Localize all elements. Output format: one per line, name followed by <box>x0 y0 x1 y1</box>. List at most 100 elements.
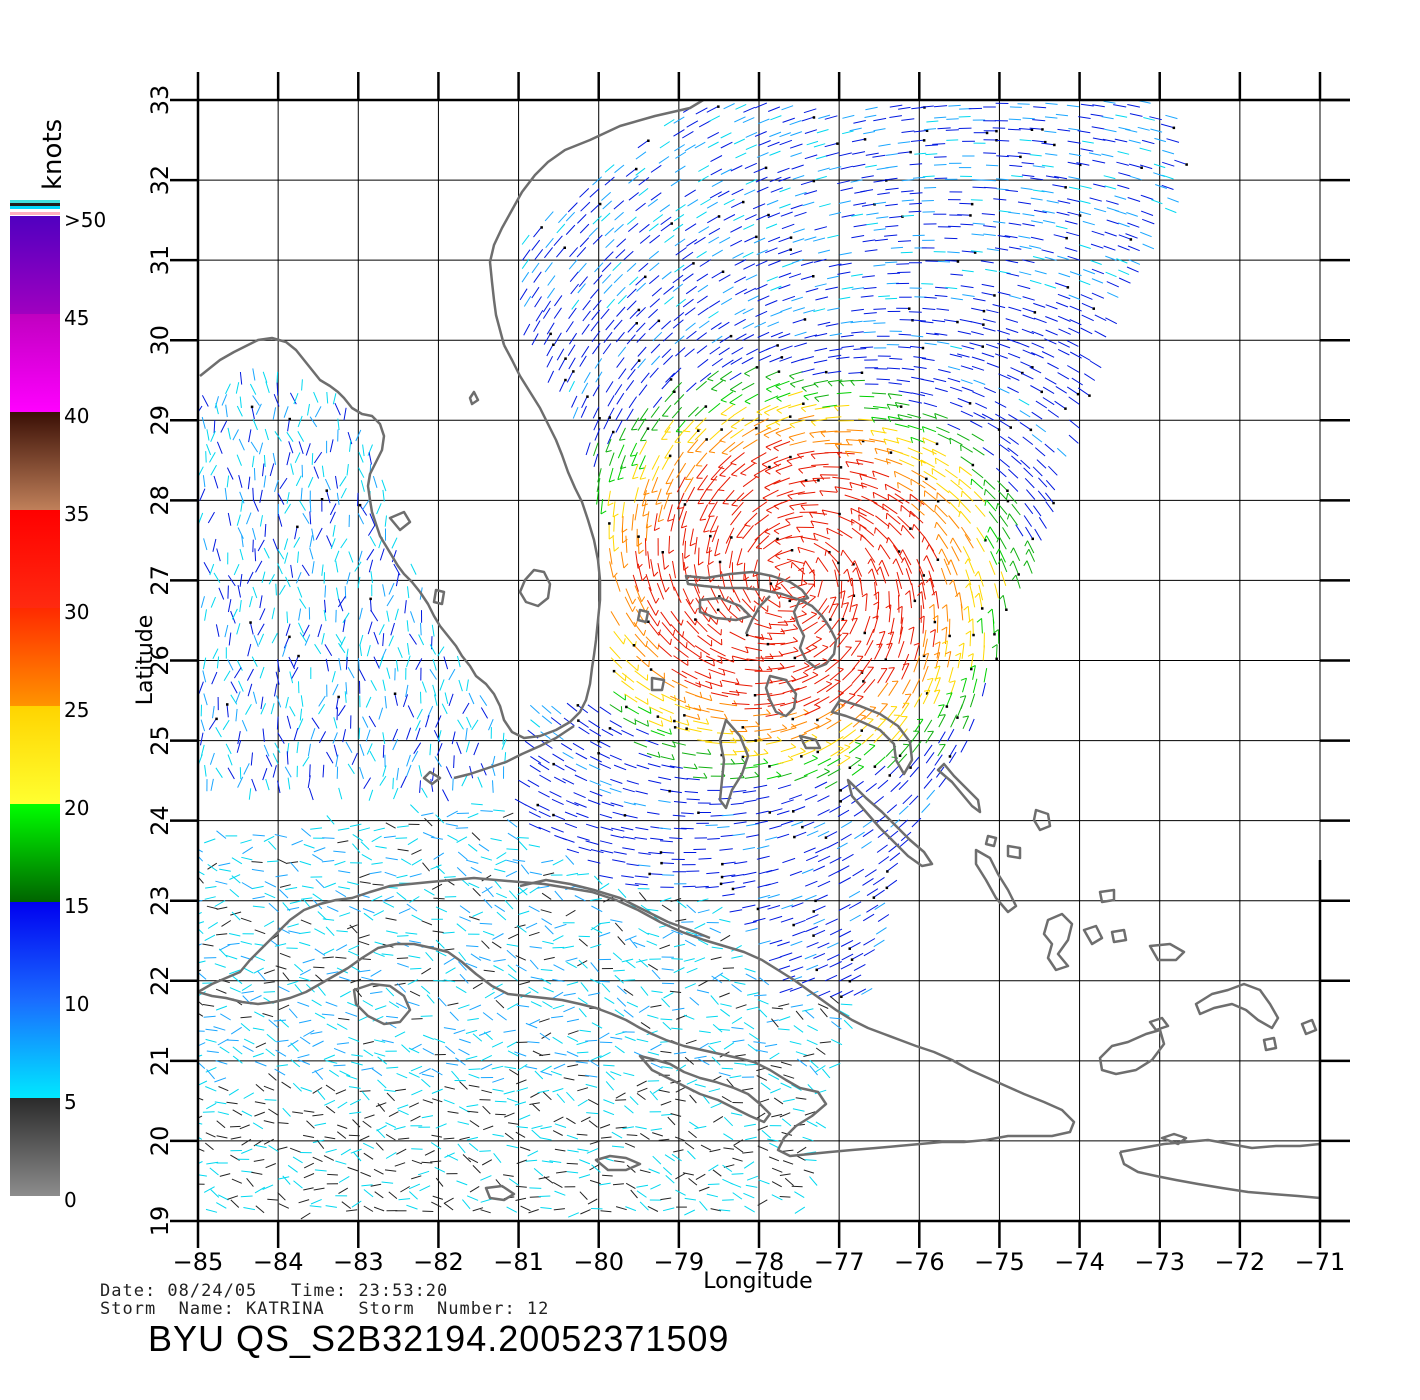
wind-barb <box>592 299 602 311</box>
wind-barb <box>675 204 686 212</box>
rain-flag <box>838 512 841 516</box>
wind-barb-feather <box>607 502 614 507</box>
wind-barb-feather <box>646 698 649 705</box>
wind-barb <box>634 670 648 681</box>
wind-barb <box>648 1168 660 1174</box>
wind-barb <box>901 179 914 182</box>
wind-barb <box>851 670 864 685</box>
wind-barb <box>300 1212 311 1220</box>
wind-barb <box>1174 159 1187 165</box>
wind-barb-feather <box>934 504 937 511</box>
wind-barb <box>912 319 926 322</box>
wind-barb <box>841 694 856 707</box>
wind-barb <box>297 551 299 563</box>
wind-barb <box>297 586 303 598</box>
wind-barb <box>744 668 763 672</box>
wind-barb <box>1044 283 1057 289</box>
wind-barb-feather <box>949 680 956 683</box>
wind-barb <box>720 168 732 175</box>
wind-barb <box>373 951 385 957</box>
wind-barb <box>563 992 576 996</box>
wind-barb <box>609 787 622 793</box>
wind-barb-feather <box>796 454 802 459</box>
wind-barb <box>611 1131 623 1139</box>
rain-flag <box>1021 371 1024 375</box>
wind-barb <box>241 882 253 890</box>
wind-barb <box>231 608 238 620</box>
wind-barb <box>721 1095 732 1103</box>
rain-flag <box>925 477 928 481</box>
wind-barb <box>730 762 746 765</box>
wind-barb <box>275 965 287 970</box>
wind-barb <box>370 609 379 622</box>
wind-barb-feather <box>642 513 649 517</box>
wind-barb <box>233 667 242 679</box>
rain-flag <box>925 692 929 695</box>
wind-barb <box>971 356 985 362</box>
wind-barb <box>496 852 507 860</box>
wind-barb <box>636 728 649 735</box>
wind-barb <box>231 911 241 921</box>
wind-barb <box>566 1018 580 1023</box>
wind-barb <box>694 695 712 702</box>
wind-barb <box>775 380 790 387</box>
wind-barb-feather <box>809 432 815 438</box>
rain-flag <box>889 451 893 454</box>
wind-barb <box>1044 256 1057 261</box>
wind-barb <box>222 719 230 731</box>
wind-barb <box>480 856 493 861</box>
wind-barb-feather <box>719 474 726 477</box>
wind-barb-feather <box>976 618 982 623</box>
wind-barb <box>1056 447 1067 457</box>
wind-barb <box>836 356 850 360</box>
wind-barb <box>838 930 852 938</box>
wind-barb-feather <box>840 549 844 556</box>
wind-barb <box>707 141 719 149</box>
wind-barb <box>827 768 841 777</box>
wind-barb <box>730 802 744 805</box>
wind-barb <box>588 227 598 237</box>
wind-barb <box>506 848 518 851</box>
wind-barb <box>879 544 891 560</box>
rain-flag <box>1017 573 1020 576</box>
wind-barb <box>293 727 299 741</box>
wind-barb <box>839 252 852 256</box>
wind-barb <box>493 959 506 962</box>
wind-barb <box>276 716 279 730</box>
wind-barb <box>599 875 613 879</box>
wind-barb <box>242 1045 254 1053</box>
map-grid <box>197 99 1321 1222</box>
wind-barb <box>401 1044 411 1053</box>
wind-barb <box>574 802 587 808</box>
wind-barb <box>216 548 221 562</box>
wind-barb <box>839 152 852 157</box>
rain-flag <box>576 704 580 707</box>
wind-barb <box>901 199 914 202</box>
rain-flag <box>656 715 660 718</box>
wind-barb <box>718 476 731 491</box>
wind-barb <box>741 357 754 365</box>
wind-barb <box>628 396 638 409</box>
wind-barb <box>861 657 873 673</box>
rain-flag <box>948 755 952 758</box>
wind-barb <box>277 1192 286 1201</box>
wind-barb <box>806 941 819 948</box>
wind-barb <box>869 438 886 443</box>
wind-barb <box>729 394 743 404</box>
wind-barb <box>896 379 910 383</box>
wind-barb <box>529 1102 540 1105</box>
wind-barb <box>302 898 311 909</box>
wind-barb <box>752 559 758 577</box>
wind-barb <box>1069 271 1082 277</box>
wind-barb <box>835 443 853 446</box>
wind-barb <box>574 774 588 782</box>
rain-flag <box>337 695 340 699</box>
wind-barb <box>585 840 599 845</box>
wind-barb <box>1041 190 1054 194</box>
wind-barb <box>886 512 901 525</box>
wind-barb <box>633 802 646 807</box>
wind-barb <box>734 861 748 865</box>
rain-flag <box>673 726 677 729</box>
wind-barb <box>780 583 794 598</box>
